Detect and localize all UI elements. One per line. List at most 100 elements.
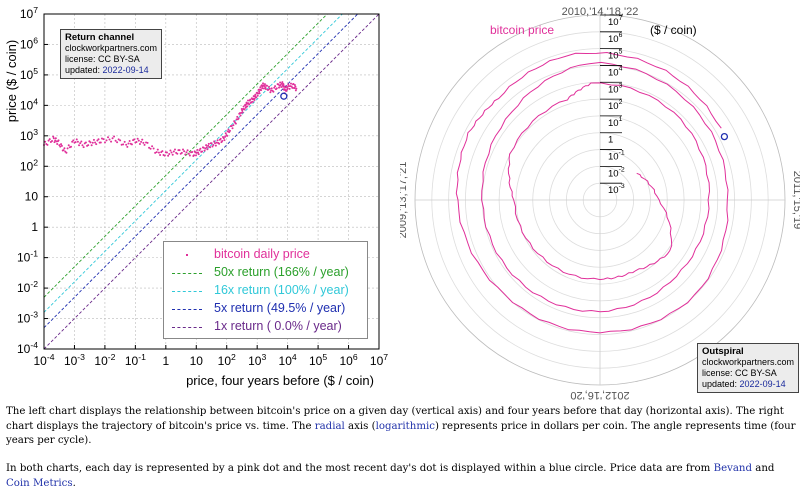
y-tick-label: 1 [31,220,38,234]
price-point [282,84,285,87]
logarithmic-link[interactable]: logarithmic [375,420,435,432]
price-point [165,151,168,154]
price-point [97,138,100,141]
radial-link[interactable]: radial [314,420,345,432]
price-point [89,141,92,144]
price-point [233,120,236,123]
price-point [136,137,139,140]
price-point [205,146,208,149]
price-point [192,154,195,157]
price-point [222,137,225,140]
legend-item: 5x return (49.5% / year) [164,300,367,318]
price-point [111,137,114,140]
price-point [72,139,75,142]
price-point [202,146,205,149]
price-point [246,105,249,108]
y-tick-label: 103 [20,127,38,143]
caption-text: and [752,463,775,474]
price-point [214,142,217,145]
x-tick-label: 1 [162,354,169,368]
price-point [149,147,152,150]
price-point [102,138,105,141]
price-point [267,88,270,91]
radial-tick-label: 1 [608,135,613,146]
price-point [76,140,79,143]
angle-label-right: 2011,'15,'19 [791,171,800,229]
price-point [63,147,66,150]
price-point [84,141,87,144]
price-point [74,141,77,144]
price-point [191,150,194,153]
info-updated-label: updated: [65,65,103,75]
radial-tick-label: 10-2 [608,166,625,179]
left-info-box: Return channel clockworkpartners.com lic… [60,29,162,79]
price-point [263,83,266,86]
price-point [287,83,290,86]
legend: bitcoin daily price 50x return (166% / ye… [163,241,368,339]
x-tick-label: 10-3 [64,352,85,368]
price-point [52,137,55,140]
price-point [130,143,133,146]
price-point [152,147,155,150]
price-point [289,82,292,85]
price-point [156,148,159,151]
legend-item: 50x return (166% / year) [164,264,367,282]
price-point [264,87,267,90]
price-point [253,97,256,100]
angle-label-bottom: 2012,'16,'20 [570,389,629,400]
caption-text: In both charts, each day is represented … [6,463,714,474]
legend-swatch [186,254,188,256]
x-tick-label: 105 [309,352,327,368]
coin-metrics-link[interactable]: Coin Metrics [6,477,73,489]
bevand-link[interactable]: Bevand [713,463,753,474]
price-point [159,154,162,157]
price-point [262,82,265,85]
radial-tick-label: 104 [608,65,623,78]
price-point [80,140,83,143]
price-point [237,117,240,120]
price-point [62,149,65,152]
caption-text: ) represents price in dollars per coin. … [6,420,796,447]
price-point [143,143,146,146]
price-point [272,90,275,93]
price-point [173,148,176,151]
price-point [51,140,54,143]
price-point [213,140,216,143]
price-point [207,144,210,147]
price-point [288,87,291,90]
price-point [90,144,93,147]
price-point [82,146,85,149]
info-updated-date[interactable]: 2022-09-14 [739,379,786,389]
price-point [157,151,160,154]
price-point [169,149,172,152]
price-point [48,138,51,141]
price-point [212,144,215,147]
price-point [128,139,131,142]
legend-item: 16x return (100% / year) [164,282,367,300]
radial-tick-label: 106 [608,32,623,45]
y-tick-label: 10-3 [17,310,38,326]
price-point [161,150,164,153]
price-point [65,151,68,154]
price-point [146,141,149,144]
price-point [239,114,242,117]
price-point [44,140,47,143]
most-recent-marker [720,132,729,141]
price-point [270,89,273,92]
price-point [87,144,90,147]
price-point [250,101,253,104]
price-point [224,135,227,138]
price-point [230,124,233,127]
price-point [241,109,244,112]
info-updated-date[interactable]: 2022-09-14 [102,65,149,75]
price-point [197,153,200,156]
info-updated-label: updated: [702,379,740,389]
price-point [120,143,123,146]
price-point [163,154,166,157]
return-channel-chart: 10-4 10-3 10-2 10-1 1 10 102 103 104 105 106 107 10-… [4,5,388,388]
price-point [224,132,227,135]
x-tick-label: 104 [279,352,297,368]
price-point [242,105,245,108]
x-tick-label: 10 [190,354,204,368]
y-tick-label: 106 [20,35,38,51]
